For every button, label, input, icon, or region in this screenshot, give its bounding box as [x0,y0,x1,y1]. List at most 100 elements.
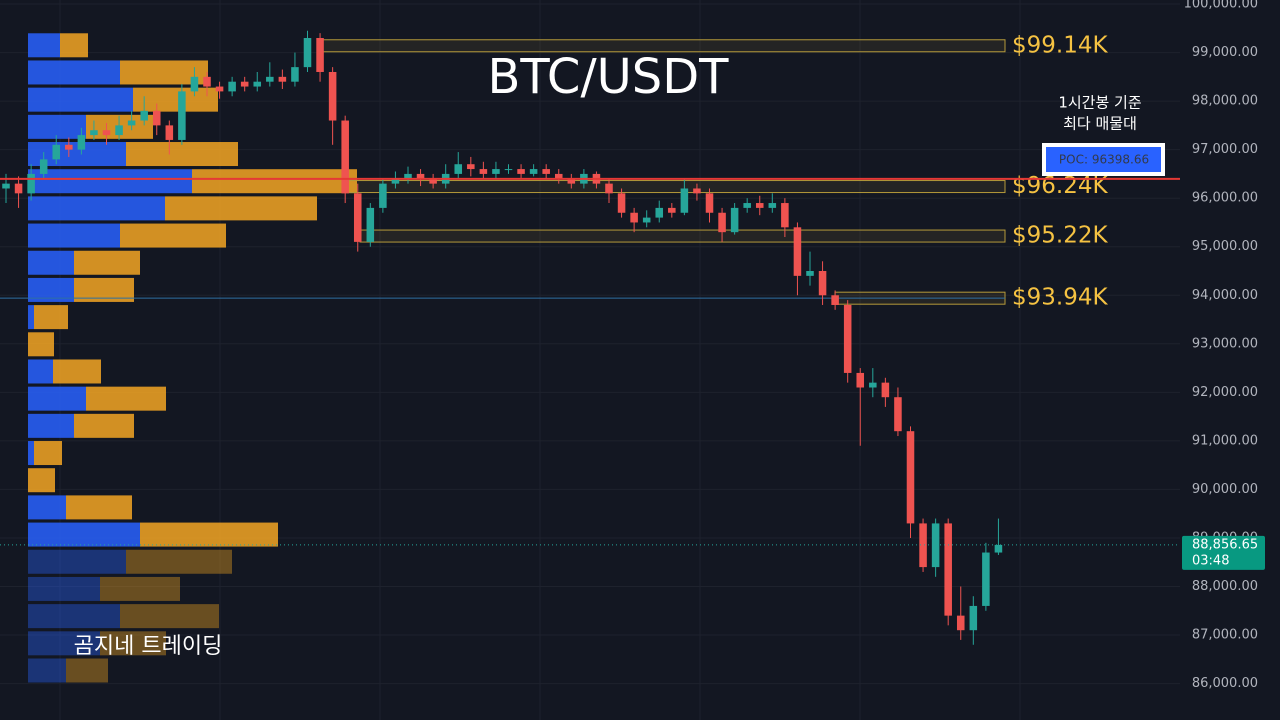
profile-buy [28,413,74,438]
profile-sell [28,332,54,357]
y-tick-label: 93,000.00 [1192,336,1258,351]
candle-body [931,523,940,568]
y-tick-label: 96,000.00 [1192,191,1258,206]
profile-buy [28,441,34,466]
profile-buy [28,495,66,520]
profile-sell [53,359,101,384]
candle-body [919,523,927,568]
candle-body [52,144,61,160]
profile-sell [192,169,357,194]
candle-body [504,169,513,171]
candle-body [994,544,1003,553]
candle-body [366,207,375,242]
candle-body [843,304,852,373]
profile-sell [74,250,140,275]
profile-sell [66,495,132,520]
profile-sell [100,576,180,601]
profile-sell [120,604,219,629]
profile-buy [28,604,120,629]
candle-body [768,203,777,208]
y-tick-label: 90,000.00 [1192,482,1258,497]
last-price-countdown: 03:48 [1192,553,1229,568]
candle-body [391,178,400,184]
poc-box [1046,147,1161,172]
candle-body [693,188,701,194]
profile-sell [100,631,166,656]
candle-body [190,76,199,92]
candle-body [655,207,664,218]
candle-body [492,169,500,174]
candle-body [416,173,425,179]
candle-body [228,81,236,92]
y-tick-label: 91,000.00 [1192,433,1258,448]
profile-buy [28,114,86,139]
watermark: 곰지네 트레이딩 [74,634,223,659]
profile-sell [34,305,68,330]
profile-sell [28,468,55,493]
candle-body [341,120,349,194]
level-label: $96.24K [1012,173,1108,199]
profile-buy [28,196,165,221]
profile-buy [28,658,66,683]
candle-body [379,183,387,208]
chart-title: BTC/USDT [487,49,729,105]
candle-body [178,91,186,140]
candle-body [27,173,35,194]
y-tick-label: 100,000.00 [1184,0,1258,12]
profile-sell [133,87,218,112]
candle-body [869,382,877,388]
y-tick-label: 95,000.00 [1192,239,1258,254]
candle-body [881,382,890,398]
candle-body [353,193,362,242]
candle-body [944,523,952,616]
y-tick-label: 87,000.00 [1192,628,1258,643]
profile-buy [28,33,60,58]
candle-body [165,125,174,140]
profile-buy [28,359,53,384]
candle-body [14,183,23,194]
candle-body [240,81,249,87]
candle-body [90,130,98,136]
candle-body [617,193,626,213]
candle-body [554,173,563,179]
y-tick-label: 99,000.00 [1192,45,1258,60]
profile-sell [66,658,108,683]
profile-buy [28,60,120,85]
y-tick-label: 98,000.00 [1192,94,1258,109]
candle-body [152,110,161,126]
candle-body [818,271,827,296]
profile-sell [86,386,166,411]
y-tick-label: 92,000.00 [1192,385,1258,400]
profile-sell [34,441,62,466]
profile-sell [126,549,232,574]
candle-body [630,212,638,223]
profile-sell [60,33,88,58]
candle-body [856,372,865,388]
profile-buy [28,576,100,601]
profile-sell [74,413,134,438]
poc-note: 최다 매물대 [1063,115,1137,133]
level-label: $99.14K [1012,32,1108,58]
level-label: $95.22K [1012,223,1108,249]
last-price-tag [1182,535,1265,570]
y-tick-label: 88,000.00 [1192,579,1258,594]
candle-body [668,207,676,213]
candle-body [831,295,839,305]
candle-body [755,203,764,208]
level-label: $93.94K [1012,285,1108,311]
candle-body [680,188,689,213]
candle-body [429,178,437,184]
candle-body [140,110,148,121]
profile-buy [28,250,74,275]
candle-body [793,227,802,276]
candle-body [2,183,10,189]
profile-sell [126,142,238,167]
candle-body [253,81,262,87]
level-zone [359,229,1006,243]
profile-sell [140,522,278,547]
candle-body [781,203,789,228]
candle-body [39,159,48,174]
candle-body [969,605,978,631]
